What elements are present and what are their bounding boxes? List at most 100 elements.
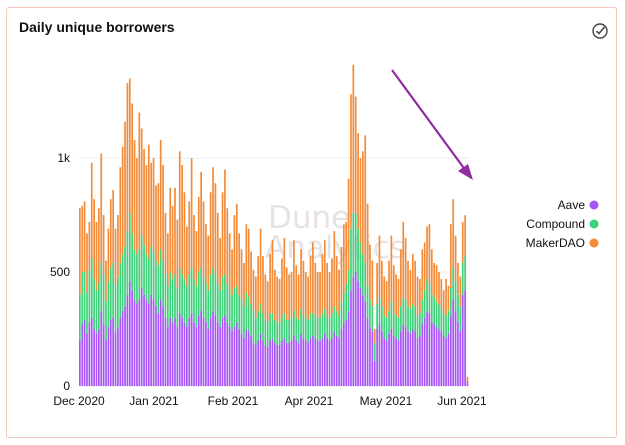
check-circle-icon[interactable] <box>591 22 609 40</box>
bar-segment-compound <box>369 299 371 327</box>
bar-segment-makerdao <box>328 272 331 318</box>
bar-segment-makerdao <box>133 139 136 250</box>
bar-segment-aave <box>323 333 326 386</box>
bar-segment-compound <box>197 272 200 316</box>
bar-segment-makerdao <box>81 205 84 273</box>
bar-segment-aave <box>131 290 134 386</box>
bar-segment-makerdao <box>464 215 466 257</box>
bar-segment-compound <box>107 281 110 327</box>
bar-segment-compound <box>340 301 343 330</box>
bar-segment-compound <box>126 231 129 295</box>
bar-segment-makerdao <box>114 228 117 284</box>
bar-segment-makerdao <box>117 215 119 277</box>
bar-segment-compound <box>112 262 114 318</box>
bar-segment-aave <box>314 338 317 386</box>
bar-segment-compound <box>102 274 105 325</box>
bar-segment-compound <box>224 274 226 316</box>
bar-segment-makerdao <box>392 265 395 314</box>
bar-segment-makerdao <box>178 151 181 268</box>
bar-segment-compound <box>105 301 107 341</box>
bar-segment-aave <box>464 290 466 386</box>
bar-segment-makerdao <box>259 228 262 304</box>
bar-segment-makerdao <box>442 290 445 314</box>
bar-segment-compound <box>188 274 191 318</box>
bar-segment-makerdao <box>86 233 88 293</box>
bar-segment-makerdao <box>316 272 319 318</box>
bar-segment-compound <box>121 253 124 311</box>
bar-segment-aave <box>288 342 290 386</box>
bar-segment-compound <box>174 274 176 318</box>
bar-segment-compound <box>162 260 164 307</box>
bar-segment-aave <box>169 317 172 386</box>
bar-segment-aave <box>361 294 364 386</box>
bar-segment-aave <box>383 338 386 386</box>
bar-segment-compound <box>428 283 431 314</box>
bar-segment-compound <box>276 322 279 345</box>
bar-segment-compound <box>274 319 276 343</box>
bar-segment-compound <box>93 278 95 330</box>
bar-segment-compound <box>157 265 160 314</box>
bar-segment-makerdao <box>209 192 212 275</box>
bar-segment-makerdao <box>109 199 112 268</box>
bar-segment-compound <box>421 299 424 325</box>
bar-segment-makerdao <box>459 276 462 307</box>
bar-segment-makerdao <box>304 272 307 318</box>
bar-segment-compound <box>383 315 386 339</box>
bar-segment-compound <box>400 306 402 332</box>
bar-segment-aave <box>335 335 338 386</box>
bar-segment-aave <box>430 322 433 386</box>
bar-segment-compound <box>281 315 283 341</box>
bar-segment-makerdao <box>371 260 374 307</box>
bar-segment-makerdao <box>288 274 290 320</box>
bar-segment-compound <box>293 310 295 336</box>
bar-segment-makerdao <box>404 237 407 300</box>
bar-segment-compound <box>290 317 293 341</box>
bar-segment-makerdao <box>140 128 143 236</box>
bar-segment-makerdao <box>90 162 93 259</box>
bar-segment-aave <box>385 340 388 386</box>
bar-segment-makerdao <box>435 265 438 302</box>
bar-segment-compound <box>283 313 286 339</box>
bar-segment-makerdao <box>202 201 205 277</box>
trend-arrow <box>391 69 467 172</box>
bar-segment-aave <box>340 329 343 386</box>
bar-segment-aave <box>416 338 419 386</box>
bar-segment-compound <box>150 247 153 295</box>
bar-segment-makerdao <box>321 253 324 314</box>
bar-segment-aave <box>155 306 157 386</box>
bar-segment-compound <box>438 303 440 330</box>
bar-segment-aave <box>461 294 464 386</box>
bar-segment-compound <box>359 242 362 289</box>
bar-segment-compound <box>312 313 314 336</box>
bar-segment-makerdao <box>430 249 433 295</box>
bar-segment-compound <box>152 251 155 300</box>
bar-segment-compound <box>314 315 317 339</box>
bar-segment-aave <box>243 338 245 386</box>
bar-segment-makerdao <box>423 242 426 291</box>
bar-segment-makerdao <box>124 121 126 248</box>
bar-segment-makerdao <box>238 233 241 295</box>
bar-segment-compound <box>423 290 426 318</box>
bar-segment-makerdao <box>174 187 176 275</box>
bar-segment-makerdao <box>361 151 364 254</box>
bar-segment-aave <box>373 360 376 386</box>
bar-segment-compound <box>159 249 162 300</box>
bar-segment-makerdao <box>150 162 153 248</box>
bar-segment-compound <box>285 319 288 343</box>
bar-segment-aave <box>174 317 176 386</box>
bar-segment-aave <box>359 288 362 386</box>
bar-segment-aave <box>259 333 262 386</box>
bars-group <box>79 64 469 386</box>
bar-segment-makerdao <box>221 192 224 277</box>
bar-segment-makerdao <box>454 235 457 282</box>
bar-segment-aave <box>238 329 241 386</box>
bar-segment-makerdao <box>457 262 459 295</box>
bar-segment-aave <box>290 340 293 386</box>
bar-segment-aave <box>352 276 355 386</box>
bar-segment-compound <box>240 299 243 334</box>
bar-segment-aave <box>224 315 226 386</box>
bar-segment-aave <box>454 310 457 386</box>
bar-segment-makerdao <box>335 256 338 311</box>
bar-segment-aave <box>121 310 124 386</box>
bar-segment-makerdao <box>245 224 248 293</box>
